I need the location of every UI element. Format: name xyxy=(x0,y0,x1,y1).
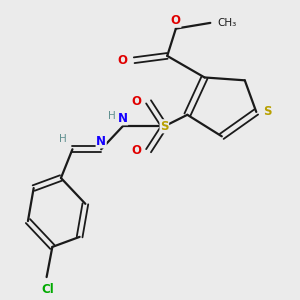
Text: N: N xyxy=(96,135,106,148)
Text: H: H xyxy=(59,134,67,143)
Text: S: S xyxy=(263,105,272,119)
Text: O: O xyxy=(131,95,141,108)
Text: O: O xyxy=(131,144,141,157)
Text: CH₃: CH₃ xyxy=(218,18,237,28)
Text: O: O xyxy=(171,14,181,27)
Text: H: H xyxy=(108,110,116,121)
Text: N: N xyxy=(118,112,128,125)
Text: O: O xyxy=(117,54,127,67)
Text: S: S xyxy=(160,120,169,133)
Text: Cl: Cl xyxy=(42,283,54,296)
